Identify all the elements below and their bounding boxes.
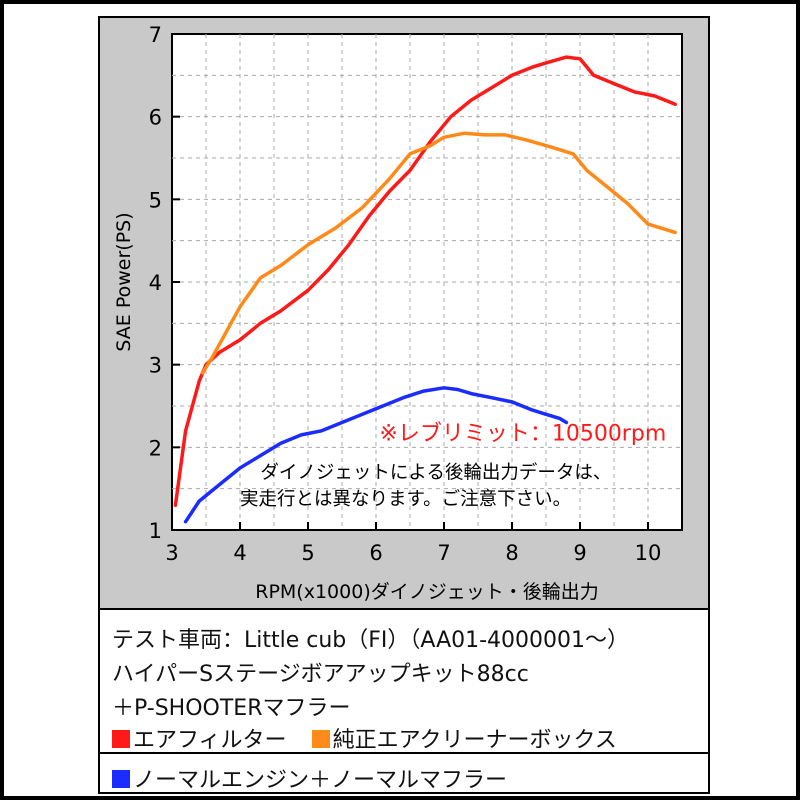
y-tick-label: 6 (149, 106, 162, 130)
series-stock-airbox-line (200, 131, 677, 375)
y-axis-label: SAE Power(PS) (113, 212, 135, 351)
y-tick-label: 2 (149, 436, 162, 460)
legend-swatch-normal (112, 770, 130, 788)
legend-panel: テスト車両：Little cub（FI）（AA01-4000001～） ハイパー… (98, 608, 710, 794)
dyno-note-line-2: 実走行とは異なります。ご注意下さい。 (240, 489, 571, 510)
legend-row-2: ノーマルエンジン＋ノーマルマフラー (112, 762, 507, 794)
dyno-note-line-1: ダイノジェットによる後輪出力データは、 (260, 463, 611, 484)
y-tick-label: 5 (149, 188, 162, 212)
dyno-chart: 3 4 5 6 7 8 9 10 1 2 3 4 5 6 7 RPM(x1000)ダイノジェット・後輪出力 SA… (113, 23, 683, 603)
legend-row-1: エアフィルター 純正エアクリーナーボックス (112, 722, 617, 754)
legend-divider (100, 752, 708, 754)
x-tick-label: 8 (505, 541, 518, 565)
x-tick-label: 9 (573, 541, 586, 565)
y-tick-label: 7 (149, 23, 162, 47)
y-tick-label: 1 (149, 519, 162, 543)
x-tick-label: 6 (369, 541, 382, 565)
x-tick-label: 3 (165, 541, 178, 565)
x-tick-label: 4 (233, 541, 246, 565)
series-air-filter-line (173, 55, 677, 507)
legend-swatch-stock-airbox (311, 730, 330, 748)
legend-label-normal: ノーマルエンジン＋ノーマルマフラー (133, 768, 508, 793)
chart-panel: 3 4 5 6 7 8 9 10 1 2 3 4 5 6 7 RPM(x1000)ダイノジェット・後輪出力 SA… (98, 16, 710, 612)
x-tick-label: 10 (635, 541, 662, 565)
legend-label-stock-airbox: 純正エアクリーナーボックス (332, 728, 617, 753)
legend-label-air-filter: エアフィルター (133, 728, 287, 753)
test-vehicle-text: テスト車両：Little cub（FI）（AA01-4000001～） (112, 628, 630, 653)
x-tick-label: 7 (437, 541, 450, 565)
series-normal-line (183, 386, 569, 524)
x-tick-label: 5 (301, 541, 314, 565)
y-tick-label: 4 (149, 271, 162, 295)
rev-limit-note: ※レブリミット：10500rpm (379, 422, 666, 447)
x-axis-label: RPM(x1000)ダイノジェット・後輪出力 (255, 581, 598, 603)
y-tick-label: 3 (149, 354, 162, 378)
legend-swatch-air-filter (112, 730, 130, 748)
kit-name-text: ハイパーSステージボアアップキット88cc (112, 662, 529, 687)
muffler-text: ＋P-SHOOTERマフラー (112, 696, 351, 721)
